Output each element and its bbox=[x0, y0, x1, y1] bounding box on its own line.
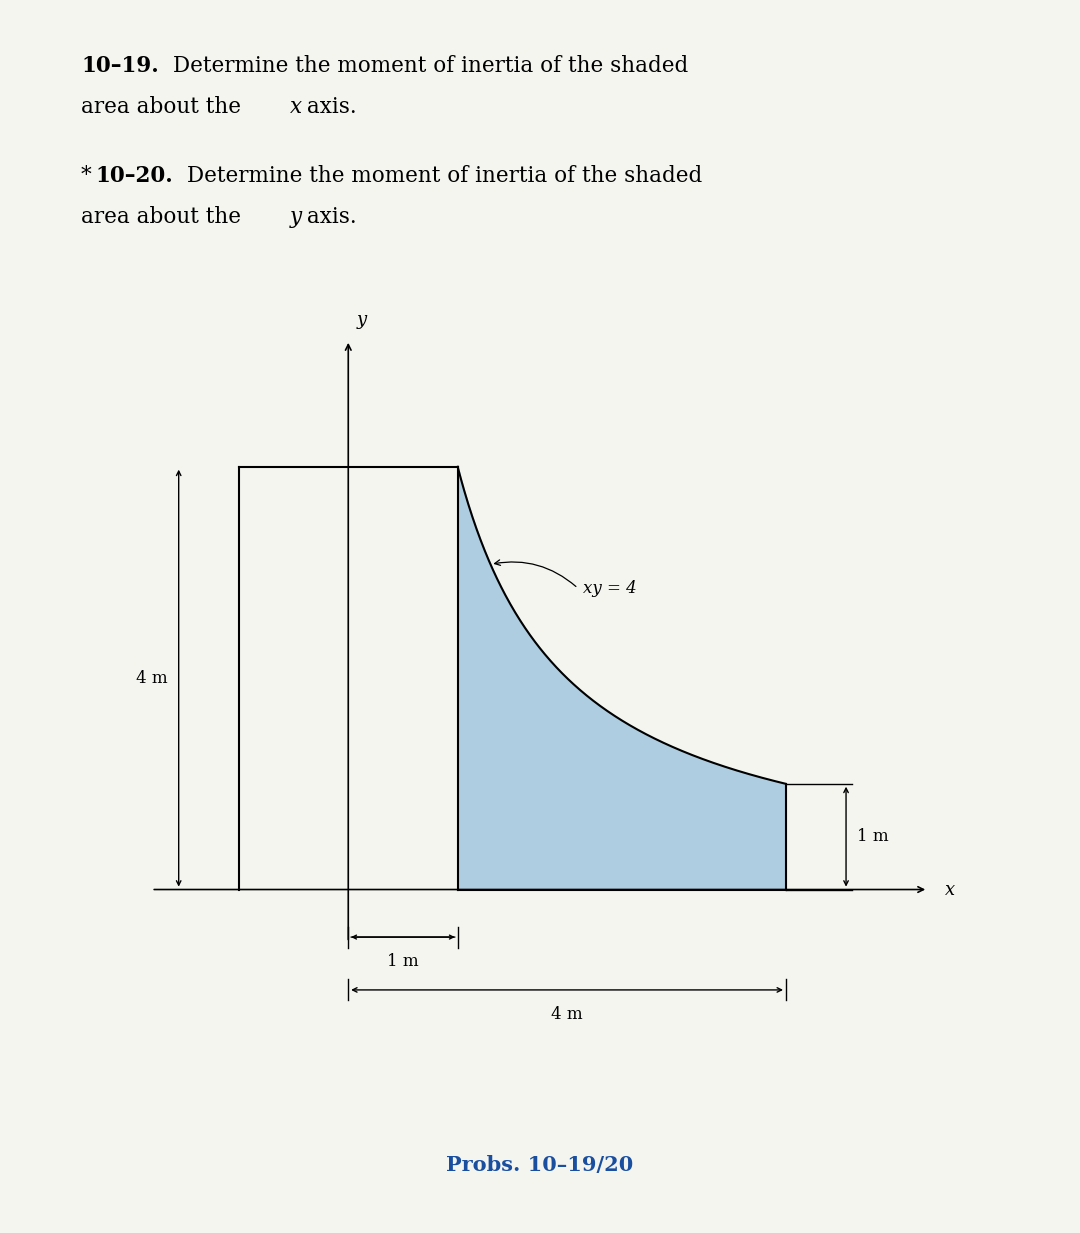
Text: xy = 4: xy = 4 bbox=[583, 580, 637, 597]
Text: y: y bbox=[357, 312, 367, 329]
Text: 1 m: 1 m bbox=[858, 829, 889, 845]
Text: y: y bbox=[289, 206, 301, 228]
Text: x: x bbox=[289, 96, 301, 118]
Text: x: x bbox=[945, 880, 955, 899]
Text: axis.: axis. bbox=[300, 206, 356, 228]
Text: 4 m: 4 m bbox=[136, 670, 167, 687]
Text: 1 m: 1 m bbox=[387, 953, 419, 970]
Text: Determine the moment of inertia of the shaded: Determine the moment of inertia of the s… bbox=[187, 165, 702, 187]
Text: 4 m: 4 m bbox=[551, 1006, 583, 1023]
Text: 10–19.: 10–19. bbox=[81, 55, 159, 78]
Text: area about the: area about the bbox=[81, 206, 248, 228]
Text: axis.: axis. bbox=[300, 96, 356, 118]
Text: area about the: area about the bbox=[81, 96, 248, 118]
Text: *: * bbox=[81, 165, 92, 187]
Text: Determine the moment of inertia of the shaded: Determine the moment of inertia of the s… bbox=[173, 55, 688, 78]
Text: Probs. 10–19/20: Probs. 10–19/20 bbox=[446, 1155, 634, 1175]
Text: 10–20.: 10–20. bbox=[95, 165, 173, 187]
